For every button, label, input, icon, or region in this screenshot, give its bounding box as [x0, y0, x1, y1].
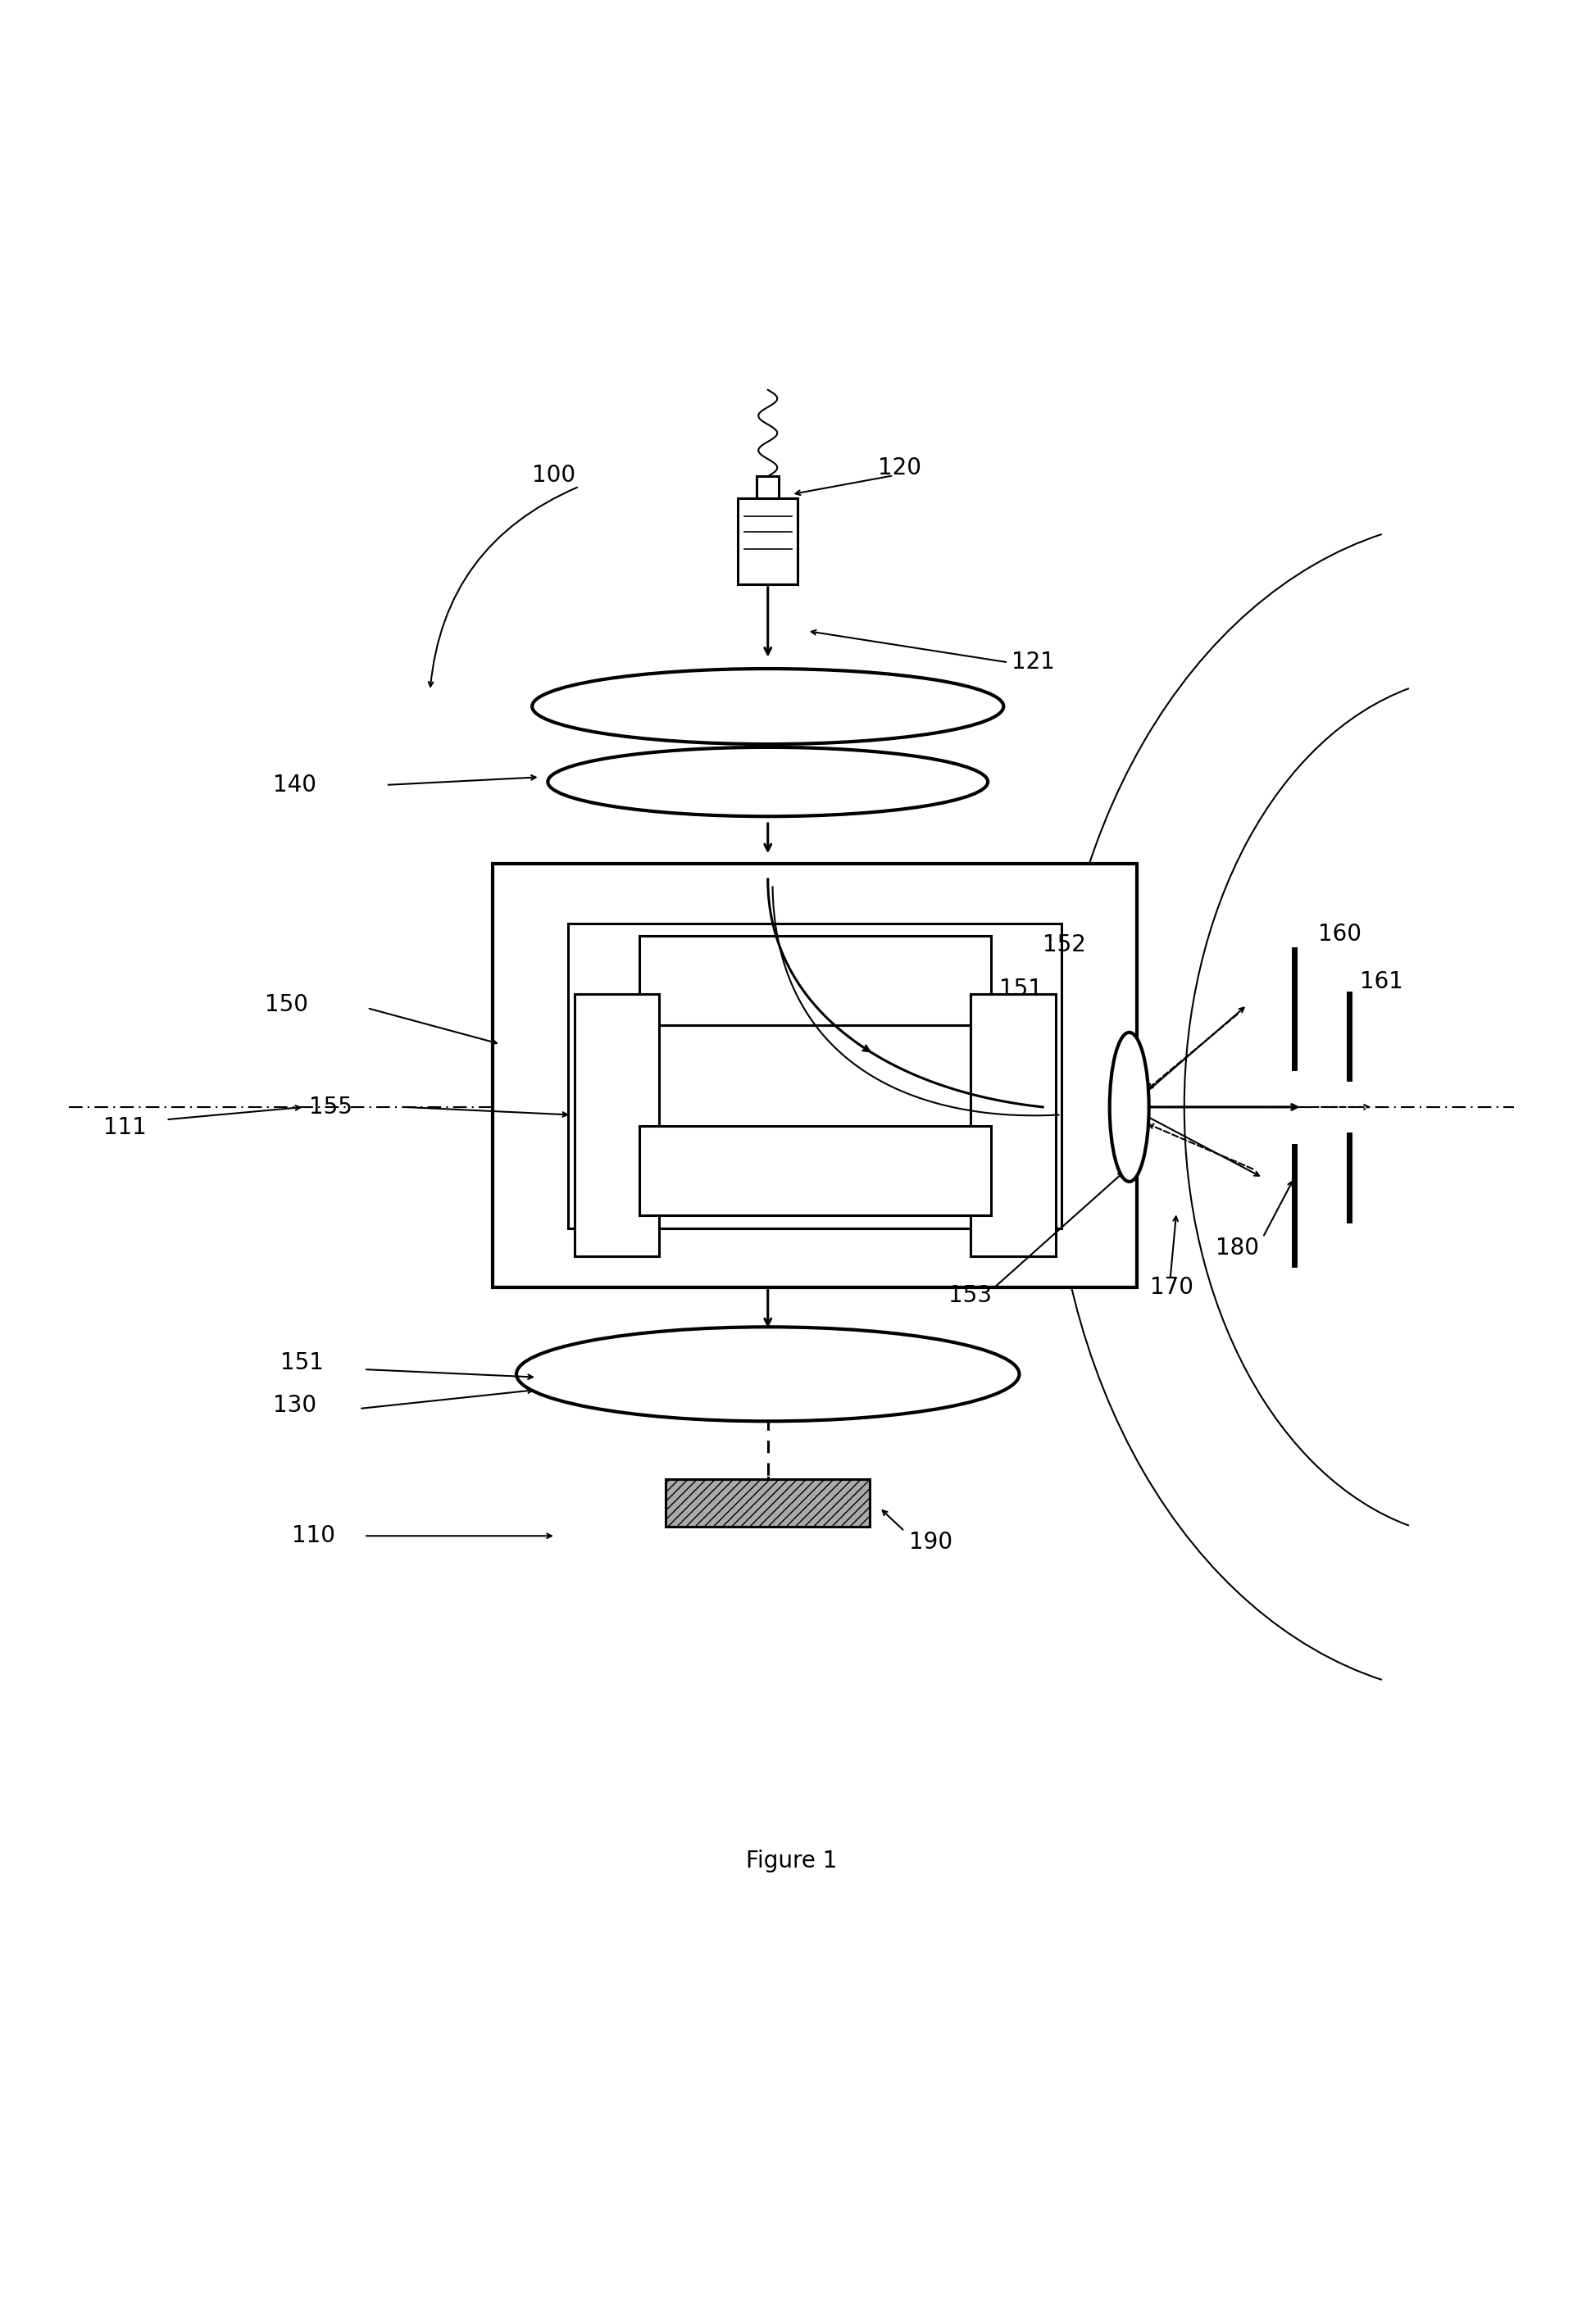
Text: 111: 111 — [103, 1116, 147, 1139]
Bar — [666, 1480, 870, 1527]
Text: 161: 161 — [1359, 969, 1403, 992]
Text: 150: 150 — [264, 992, 308, 1016]
Text: Figure 1: Figure 1 — [745, 1850, 837, 1873]
Bar — [568, 923, 1062, 1227]
Ellipse shape — [532, 669, 1003, 744]
Ellipse shape — [516, 1327, 1019, 1422]
Text: 153: 153 — [948, 1285, 992, 1306]
Text: 151: 151 — [998, 978, 1041, 1002]
Text: 151: 151 — [280, 1353, 324, 1373]
Text: 121: 121 — [1011, 651, 1054, 674]
Bar — [492, 865, 1136, 1287]
Bar — [737, 497, 797, 586]
Ellipse shape — [1109, 1032, 1149, 1181]
Text: 152: 152 — [1043, 934, 1085, 957]
Text: 190: 190 — [908, 1532, 952, 1555]
Bar — [756, 476, 778, 497]
Text: 100: 100 — [532, 465, 576, 488]
Ellipse shape — [547, 748, 987, 816]
Text: 155: 155 — [308, 1095, 353, 1118]
Text: 140: 140 — [272, 774, 316, 797]
Bar — [639, 937, 990, 1025]
Text: 160: 160 — [1318, 923, 1361, 946]
Text: 130: 130 — [272, 1394, 316, 1418]
Text: 170: 170 — [1149, 1276, 1193, 1299]
Text: 120: 120 — [878, 456, 921, 479]
Bar — [970, 995, 1055, 1257]
Text: 110: 110 — [291, 1525, 335, 1548]
Text: 180: 180 — [1215, 1236, 1259, 1260]
Bar — [574, 995, 660, 1257]
Bar — [639, 1125, 990, 1215]
